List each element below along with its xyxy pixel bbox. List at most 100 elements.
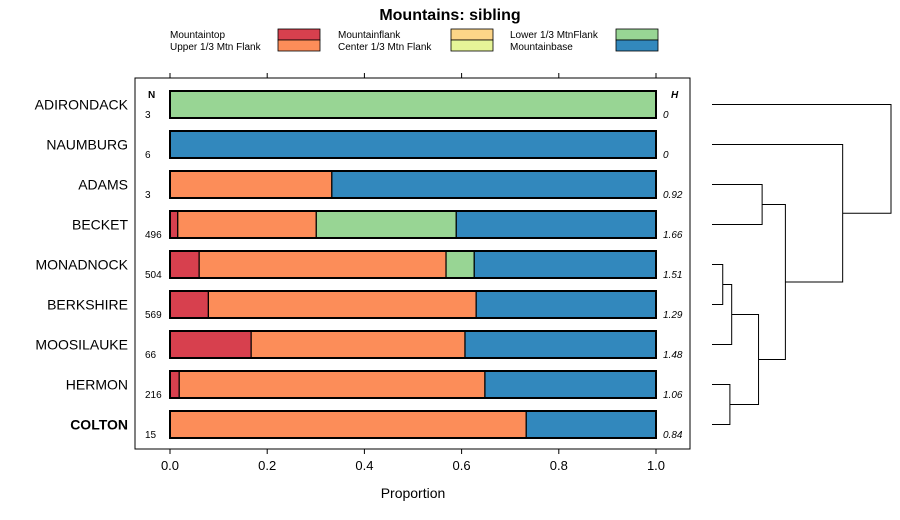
bar-segment <box>169 370 180 399</box>
n-value: 569 <box>145 310 162 321</box>
row-label: ADIRONDACK <box>35 97 129 113</box>
bar-segment <box>473 250 657 279</box>
row-label: MONADNOCK <box>35 257 128 273</box>
dendrogram <box>712 104 892 425</box>
legend-label: Mountainbase <box>510 42 573 53</box>
bar-segment <box>169 90 657 119</box>
legend-item: Mountaintop <box>170 28 321 41</box>
h-value: 1.66 <box>663 230 683 241</box>
h-value: 0 <box>663 110 669 121</box>
bar-segment <box>169 410 527 439</box>
bar-outline <box>169 290 657 319</box>
bar-segment <box>169 330 252 359</box>
row-label: ADAMS <box>78 177 128 193</box>
h-value: 1.06 <box>663 390 683 401</box>
bar-outline <box>169 250 657 279</box>
dendrogram-link <box>712 104 892 214</box>
bar-row <box>169 250 657 279</box>
chart-title: Mountains: sibling <box>379 7 520 24</box>
bar-row <box>169 290 657 319</box>
bar-row <box>169 410 657 439</box>
legend-item: Mountainflank <box>338 28 494 41</box>
n-value: 15 <box>145 430 157 441</box>
n-value: 6 <box>145 150 151 161</box>
x-tick-label: 0.2 <box>258 458 276 473</box>
legend-swatch <box>450 28 494 41</box>
h-value: 0 <box>663 150 669 161</box>
dendrogram-link <box>712 264 724 305</box>
legend-item: Center 1/3 Mtn Flank <box>338 39 494 53</box>
row-label: HERMON <box>66 377 128 393</box>
bar-outline <box>169 170 657 199</box>
dendrogram-link <box>758 204 786 360</box>
row-label: NAUMBURG <box>46 137 128 153</box>
bar-row <box>169 370 657 399</box>
bar-row <box>169 330 657 359</box>
row-label: BECKET <box>72 217 128 233</box>
legend-label: Lower 1/3 MtnFlank <box>510 30 599 41</box>
dendrogram-link <box>729 314 760 405</box>
bar-segment <box>455 210 657 239</box>
bar-row <box>169 210 657 239</box>
bar-outline <box>169 130 657 159</box>
legend-swatch <box>277 39 321 52</box>
legend-item: Upper 1/3 Mtn Flank <box>170 39 321 53</box>
h-value: 1.51 <box>663 270 682 281</box>
dendrogram-link <box>712 384 731 425</box>
bars <box>169 90 657 439</box>
dendrogram-link <box>712 184 763 225</box>
bar-segment <box>178 370 486 399</box>
x-tick-label: 0.8 <box>550 458 568 473</box>
legend-item: Lower 1/3 MtnFlank <box>510 28 659 41</box>
legend-label: Center 1/3 Mtn Flank <box>338 42 432 53</box>
bar-row <box>169 170 657 199</box>
legend-label: Mountaintop <box>170 30 225 41</box>
top-axis-ticks <box>169 73 657 78</box>
x-tick-label: 0.6 <box>453 458 471 473</box>
bar-outline <box>169 370 657 399</box>
bar-outline <box>169 90 657 119</box>
legend-swatch <box>615 39 659 52</box>
bar-segment <box>445 250 475 279</box>
dendrogram-link <box>712 144 844 283</box>
x-tick-label: 1.0 <box>647 458 665 473</box>
n-value: 3 <box>145 110 151 121</box>
legend-label: Mountainflank <box>338 30 401 41</box>
bar-segment <box>169 170 333 199</box>
row-label: BERKSHIRE <box>47 297 128 313</box>
bar-segment <box>484 370 657 399</box>
bar-segment <box>169 130 657 159</box>
h-value: 0.84 <box>663 430 683 441</box>
h-value: 0.92 <box>663 190 683 201</box>
legend-item: Mountainbase <box>510 39 659 53</box>
n-value: 496 <box>145 230 162 241</box>
legend: Mountaintop Mountainflank Lower 1/3 MtnFla… <box>170 28 659 53</box>
bar-segment <box>331 170 657 199</box>
bar-outline <box>169 330 657 359</box>
bar-segment <box>315 210 457 239</box>
bar-segment <box>525 410 657 439</box>
bar-segment <box>169 250 200 279</box>
x-axis-title: Proportion <box>381 485 446 501</box>
bar-outline <box>169 210 657 239</box>
n-value: 3 <box>145 190 151 201</box>
row-label: COLTON <box>70 417 128 433</box>
dendrogram-link <box>712 284 733 345</box>
bar-segment <box>207 290 477 319</box>
h-column-header: H <box>671 90 679 101</box>
x-tick-label: 0.4 <box>355 458 373 473</box>
legend-swatch <box>277 28 321 41</box>
legend-swatch <box>450 39 494 52</box>
h-value: 1.29 <box>663 310 683 321</box>
bar-segment <box>475 290 657 319</box>
bar-row <box>169 90 657 119</box>
bar-outline <box>169 410 657 439</box>
row-label: MOOSILAUKE <box>35 337 128 353</box>
legend-label: Upper 1/3 Mtn Flank <box>170 42 262 53</box>
bar-segment <box>169 290 209 319</box>
bar-segment <box>198 250 447 279</box>
legend-swatch <box>615 28 659 41</box>
bar-segment <box>177 210 317 239</box>
bar-segment <box>250 330 466 359</box>
